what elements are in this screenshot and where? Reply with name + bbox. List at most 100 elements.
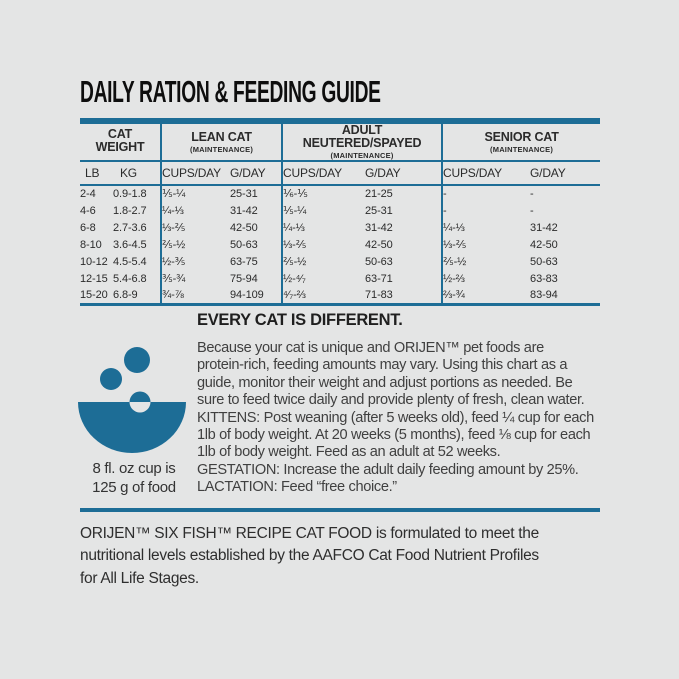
table-cell: 6-8	[80, 221, 96, 234]
feeding-guide-table: CAT WEIGHT LEAN CAT (MAINTENANCE) ADULT …	[80, 118, 601, 306]
column-header-g-day: G/DAY	[230, 161, 283, 186]
table-cell: 10-12	[80, 255, 108, 268]
info-text-line: protein-rich, feeding amounts may vary. …	[197, 357, 568, 374]
table-cell: -	[441, 202, 531, 219]
info-heading: EVERY CAT IS DIFFERENT.	[197, 311, 403, 329]
maintenance-note: (MAINTENANCE)	[190, 144, 254, 154]
column-header-cups-day: CUPS/DAY	[160, 161, 231, 186]
table-cell: ⁴⁄₇-⅔	[281, 287, 366, 304]
footnote-line: for All Life Stages.	[80, 569, 199, 587]
info-text-line: 1lb of body weight. Feed as an adult at …	[197, 444, 501, 461]
table-cell: ⅔-¾	[441, 287, 531, 304]
table-row: 8-10 3.6-4.5 ⅖-½ 50-63 ⅓-⅖ 42-50 ⅓-⅖ 42-…	[80, 236, 600, 253]
table-cell: 42-50	[230, 221, 258, 234]
table-cell: ¾-⅞	[160, 287, 231, 304]
table-row: 10-12 4.5-5.4 ½-⅗ 63-75 ⅖-½ 50-63 ⅖-½ 50…	[80, 253, 600, 270]
table-cell: ½-⅔	[441, 270, 531, 287]
group-title-line: SENIOR CAT	[484, 129, 559, 144]
caption-line: 8 fl. oz cup is	[92, 460, 176, 477]
table-cell: 1.8-2.7	[113, 204, 147, 217]
table-cell: 12-15	[80, 272, 108, 285]
info-text-line: guide, monitor their weight and adjust p…	[197, 374, 573, 391]
table-cell: 4-6	[80, 204, 96, 217]
kibble-dot	[124, 347, 150, 373]
table-cell: 63-83	[530, 272, 558, 285]
table-cell: ⅗-¾	[160, 270, 231, 287]
table-cell: 50-63	[230, 238, 258, 251]
group-title-line: ADULT NEUTERED/SPAYED	[302, 123, 422, 150]
group-title-line: WEIGHT	[95, 140, 145, 154]
table-cell: 42-50	[530, 238, 558, 251]
table-cell: ½-⅗	[160, 253, 231, 270]
info-text-line: LACTATION: Feed “free choice.”	[197, 479, 397, 496]
table-row: 6-8 2.7-3.6 ⅓-⅖ 42-50 ¼-⅓ 31-42 ¼-⅓ 31-4…	[80, 219, 600, 236]
column-group-senior-cat: SENIOR CAT (MAINTENANCE)	[441, 121, 601, 162]
info-text-line: KITTENS: Post weaning (after 5 weeks old…	[197, 409, 594, 426]
table-cell: 0.9-1.8	[113, 188, 147, 200]
table-cell: ½-⁴⁄₇	[281, 270, 366, 287]
caption-line: 125 g of food	[92, 479, 176, 496]
column-group-cat-weight: CAT WEIGHT	[80, 121, 162, 162]
footnote-line: ORIJEN™ SIX FISH™ RECIPE CAT FOOD is for…	[80, 525, 539, 542]
table-cell: 71-83	[365, 288, 393, 301]
table-cell: 21-25	[365, 188, 393, 200]
table-cell: -	[441, 185, 531, 202]
table-row: 15-20 6.8-9 ¾-⅞ 94-109 ⁴⁄₇-⅔ 71-83 ⅔-¾ 8…	[80, 287, 600, 304]
table-cell: 94-109	[230, 288, 264, 301]
group-title-line: LEAN CAT	[191, 129, 252, 144]
column-header-lb: LB	[80, 161, 113, 186]
info-text-line: GESTATION: Increase the adult daily feed…	[197, 461, 579, 478]
table-cell: ⅓-⅖	[281, 236, 366, 253]
table-cell: 42-50	[365, 238, 393, 251]
bowl-with-kibble-icon	[77, 345, 187, 457]
table-cell: 25-31	[230, 188, 258, 200]
table-cell: ¼-⅓	[281, 219, 366, 236]
table-cell: ⅕-¼	[160, 185, 231, 202]
column-group-lean-cat: LEAN CAT (MAINTENANCE)	[160, 121, 283, 162]
table-cell: 4.5-5.4	[113, 255, 147, 268]
table-cell: 83-94	[530, 288, 558, 301]
table-row: 4-6 1.8-2.7 ¼-⅓ 31-42 ⅕-¼ 25-31 - -	[80, 202, 600, 219]
column-group-adult-neutered-spayed: ADULT NEUTERED/SPAYED (MAINTENANCE)	[281, 121, 443, 162]
table-cell: 8-10	[80, 238, 102, 251]
table-cell: 5.4-6.8	[113, 272, 147, 285]
table-cell: ⅙-⅕	[281, 185, 366, 202]
bowl-icon-svg	[78, 347, 186, 453]
info-text-line: Because your cat is unique and ORIJEN™ p…	[197, 340, 544, 356]
table-cell: 6.8-9	[113, 288, 138, 301]
table-cell: 50-63	[365, 255, 393, 268]
maintenance-note: (MAINTENANCE)	[330, 151, 394, 160]
bowl-shape	[78, 402, 186, 453]
table-cell: -	[530, 188, 534, 200]
footnote-line: nutritional levels established by the AA…	[80, 547, 539, 565]
page-title: DAILY RATION & FEEDING GUIDE	[80, 74, 381, 109]
cup-size-caption: 8 fl. oz cup is 125 g of food	[72, 459, 196, 497]
table-cell: ⅖-½	[281, 253, 366, 270]
column-header-kg: KG	[113, 161, 162, 186]
kibble-dot	[100, 368, 122, 390]
table-cell: ⅖-½	[160, 236, 231, 253]
table-cell: 75-94	[230, 272, 258, 285]
table-cell: 63-71	[365, 272, 393, 285]
group-title-line: CAT	[107, 127, 133, 141]
table-cell: ⅕-¼	[281, 202, 366, 219]
table-row: 2-4 0.9-1.8 ⅕-¼ 25-31 ⅙-⅕ 21-25 - -	[80, 185, 600, 202]
table-cell: 31-42	[365, 221, 393, 234]
feeding-info-section: EVERY CAT IS DIFFERENT. Because your cat…	[197, 311, 637, 497]
column-header-g-day: G/DAY	[365, 161, 443, 186]
column-header-g-day: G/DAY	[530, 161, 601, 186]
table-cell: ⅓-⅖	[441, 236, 531, 253]
table-cell: 3.6-4.5	[113, 238, 147, 251]
aafco-statement: ORIJEN™ SIX FISH™ RECIPE CAT FOOD is for…	[80, 523, 640, 590]
table-cell: 25-31	[365, 204, 393, 217]
table-cell: 2.7-3.6	[113, 221, 147, 234]
table-cell: ⅖-½	[441, 253, 531, 270]
kibble-dot-half	[129, 391, 151, 402]
table-cell: 31-42	[530, 221, 558, 234]
table-cell: 2-4	[80, 188, 96, 200]
table-cell: 50-63	[530, 255, 558, 268]
column-header-cups-day: CUPS/DAY	[441, 161, 531, 186]
table-cell: 31-42	[230, 204, 258, 217]
section-divider	[80, 508, 600, 512]
